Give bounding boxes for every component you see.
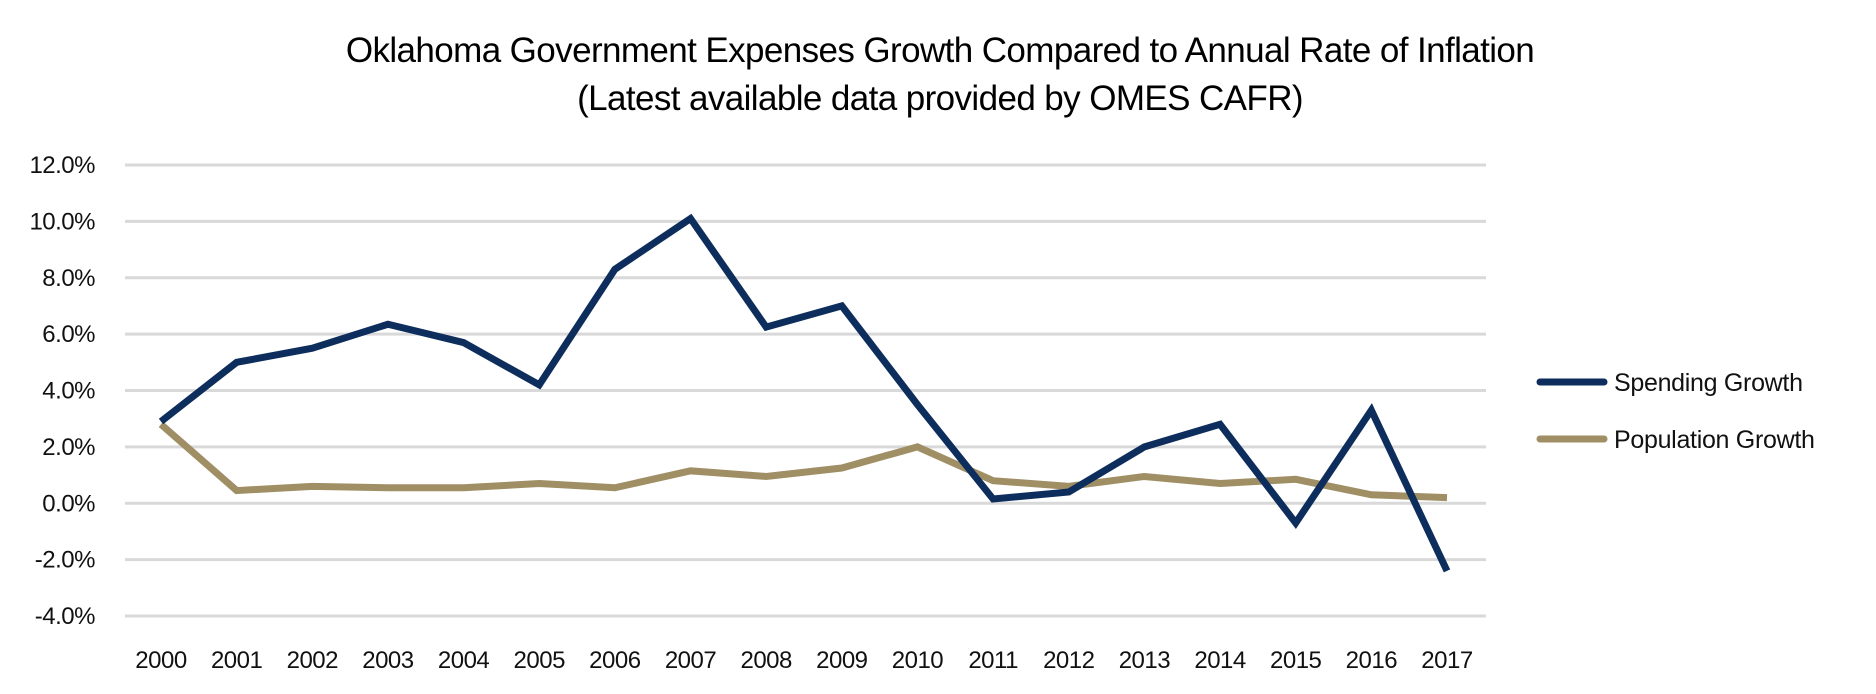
x-tick-label: 2002: [287, 647, 339, 674]
x-tick-label: 2010: [892, 647, 944, 674]
y-tick-label: 12.0%: [29, 152, 95, 179]
chart-title: Oklahoma Government Expenses Growth Comp…: [346, 31, 1534, 70]
x-tick-label: 2017: [1421, 647, 1473, 674]
chart-subtitle: (Latest available data provided by OMES …: [577, 79, 1303, 118]
y-tick-label: 2.0%: [42, 434, 95, 461]
x-tick-label: 2003: [362, 647, 414, 674]
x-axis-ticks: 2000 2001 2002 2003 2004 2005 2006 2007 2008 2009…: [135, 647, 1473, 674]
y-tick-label: -2.0%: [35, 547, 95, 574]
x-tick-label: 2008: [740, 647, 792, 674]
x-tick-label: 2006: [589, 647, 641, 674]
y-tick-label: 10.0%: [29, 208, 95, 235]
y-tick-label: 8.0%: [42, 265, 95, 292]
x-tick-label: 2015: [1270, 647, 1322, 674]
x-tick-label: 2016: [1346, 647, 1398, 674]
series-lines: [158, 213, 1451, 573]
y-tick-label: 4.0%: [42, 378, 95, 405]
x-tick-label: 2009: [816, 647, 868, 674]
x-tick-label: 2013: [1119, 647, 1171, 674]
y-tick-label: 6.0%: [42, 321, 95, 348]
legend-label: Population Growth: [1614, 426, 1815, 454]
gridlines: [125, 163, 1486, 618]
x-tick-label: 2014: [1194, 647, 1246, 674]
x-tick-label: 2011: [968, 647, 1018, 674]
y-axis-ticks: 12.0% 10.0% 8.0% 6.0% 4.0% 2.0% 0.0% -2.0% -4.0%: [29, 152, 95, 630]
x-tick-label: 2004: [438, 647, 490, 674]
x-tick-label: 2007: [665, 647, 717, 674]
legend: Spending Growth Population Growth: [1536, 369, 1815, 454]
legend-label: Spending Growth: [1614, 369, 1803, 397]
series-line-population-growth: [158, 421, 1448, 502]
x-tick-label: 2000: [135, 647, 187, 674]
x-tick-label: 2001: [211, 647, 263, 674]
x-tick-label: 2005: [514, 647, 566, 674]
y-tick-label: -4.0%: [35, 603, 95, 630]
y-tick-label: 0.0%: [42, 490, 95, 517]
x-tick-label: 2012: [1043, 647, 1095, 674]
series-line-spending-growth: [158, 213, 1451, 573]
